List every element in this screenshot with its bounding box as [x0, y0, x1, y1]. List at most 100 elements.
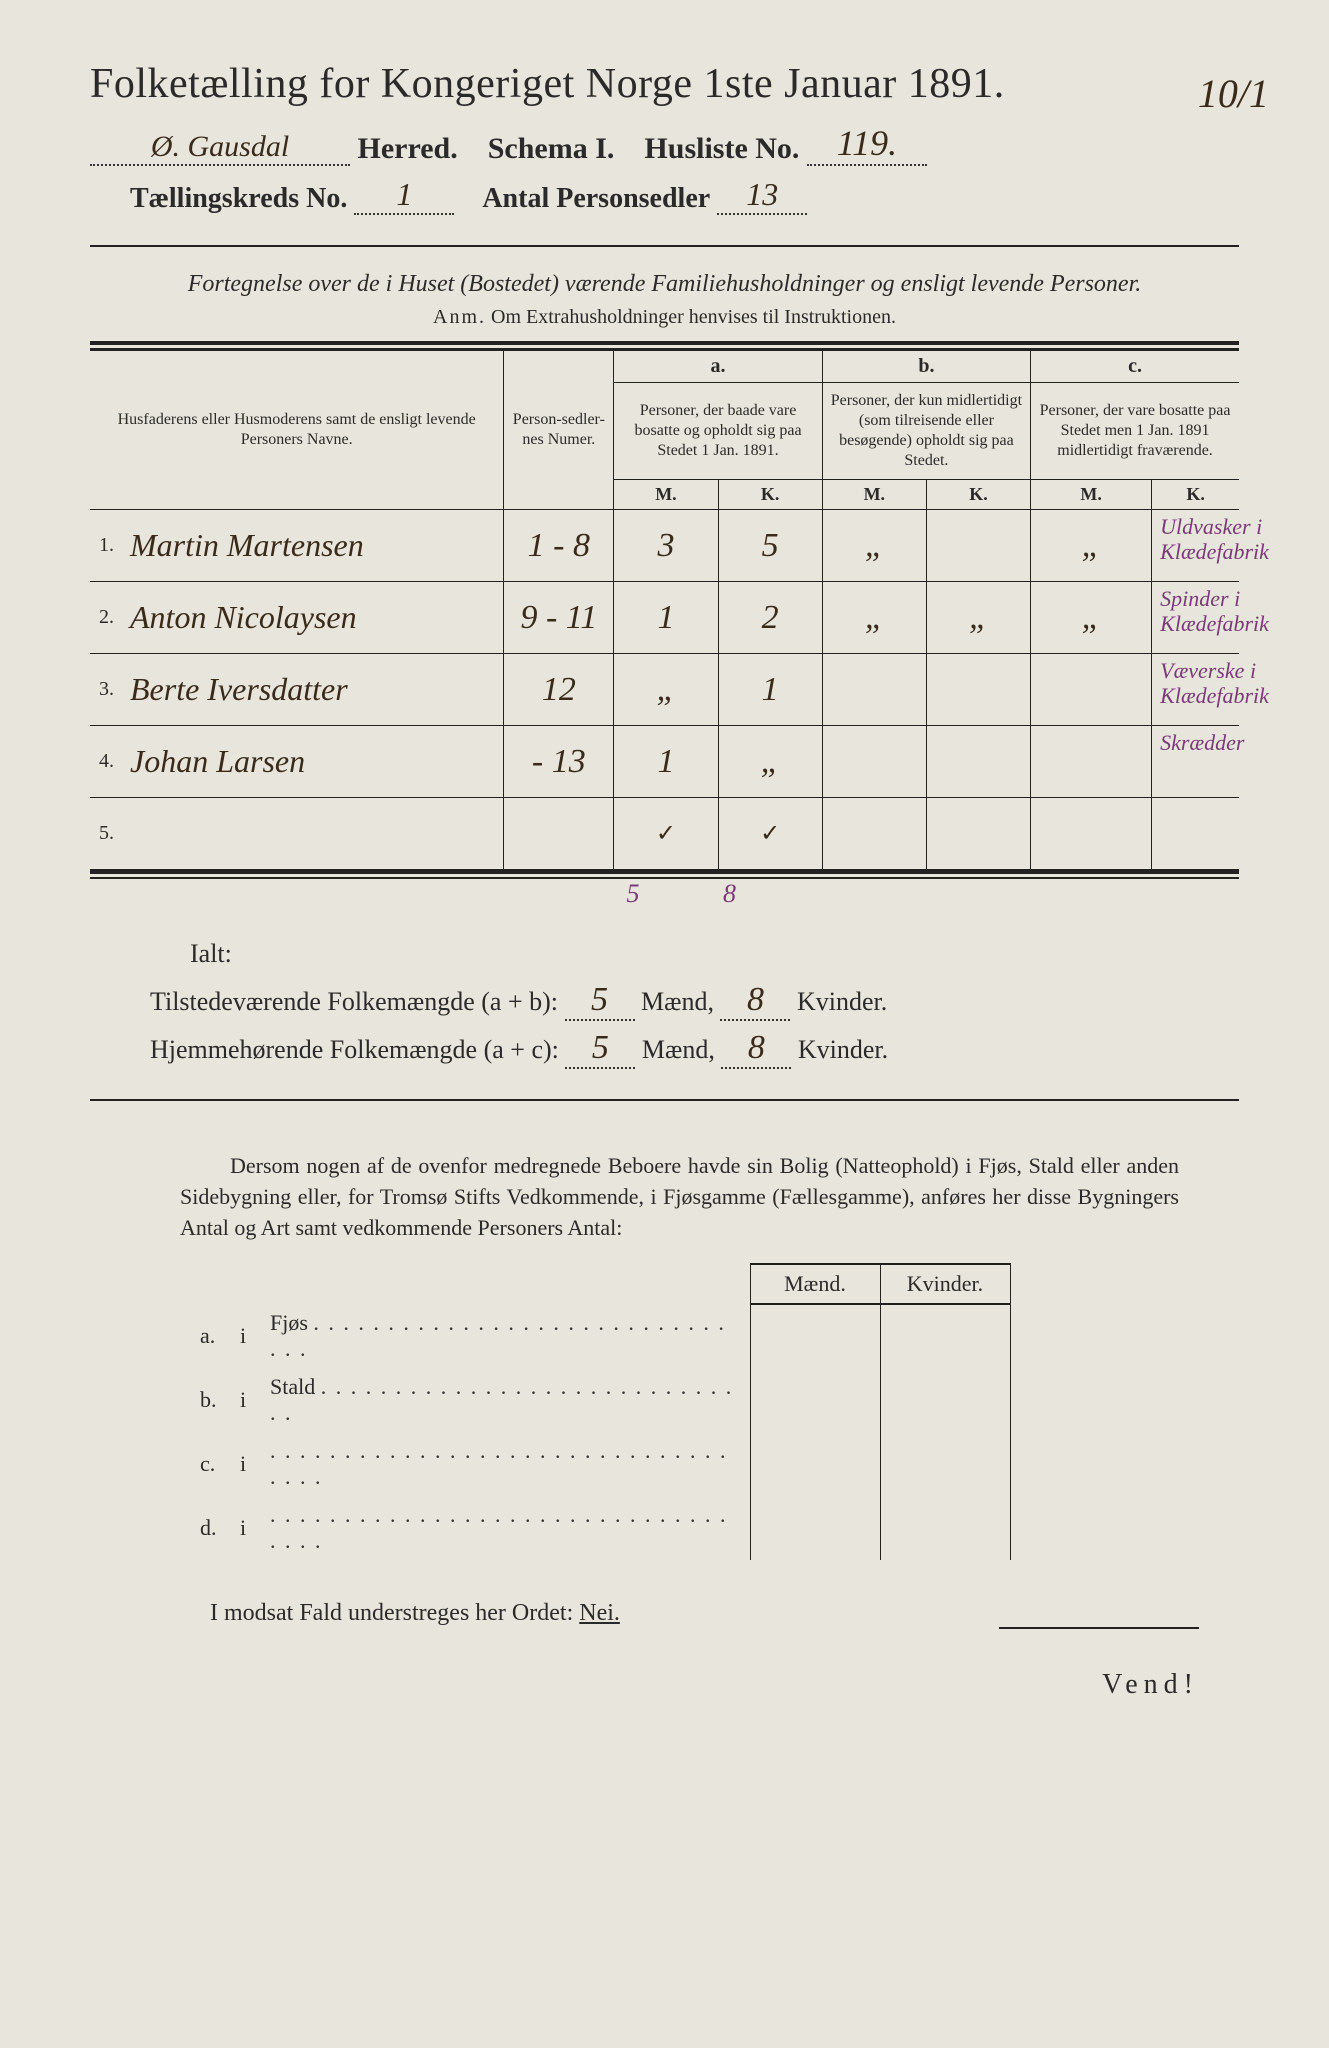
bldg-row: d.i . . . . . . . . . . . . . . . . . . …	[190, 1496, 1010, 1560]
row-num: 3.	[90, 654, 120, 726]
kreds-label: Tællingskreds No.	[130, 183, 347, 214]
vend-rule	[999, 1627, 1199, 1629]
row-num: 1.	[90, 510, 120, 582]
antal-value: 13	[717, 176, 807, 215]
anm-line: Anm. Om Extrahusholdninger henvises til …	[90, 306, 1239, 329]
sum1-label: Tilstedeværende Folkemængde (a + b):	[150, 987, 558, 1016]
subtitle: Fortegnelse over de i Huset (Bostedet) v…	[150, 271, 1179, 298]
row-b-m	[822, 726, 926, 798]
sum2-klab: Kvinder.	[798, 1035, 888, 1064]
row-name: Johan Larsen	[120, 726, 504, 798]
antal-label: Antal Personsedler	[482, 183, 710, 214]
row-a-m: 1	[614, 726, 718, 798]
schema-label: Schema I.	[488, 132, 615, 165]
sum1-klab: Kvinder.	[797, 987, 887, 1016]
sum-line-1: Tilstedeværende Folkemængde (a + b): 5 M…	[150, 981, 1239, 1021]
sum2-k: 8	[721, 1029, 791, 1069]
row-c-k: Væverske i Klædefabrik	[1152, 654, 1239, 726]
bldg-row-letter: d.	[190, 1496, 230, 1560]
row-a-m: 1	[614, 582, 718, 654]
bldg-row-i: i	[230, 1496, 260, 1560]
row-b-m: „	[822, 510, 926, 582]
row-c-k: Uldvasker i Klædefabrik	[1152, 510, 1239, 582]
col-a-label: a.	[614, 351, 822, 383]
col-a-m: M.	[614, 480, 718, 510]
row-name: Martin Martensen	[120, 510, 504, 582]
row-a-m: „	[614, 654, 718, 726]
building-table: Mænd. Kvinder. a.iFjøs . . . . . . . . .…	[190, 1263, 1011, 1560]
bldg-row-i: i	[230, 1432, 260, 1496]
row-b-k	[926, 726, 1030, 798]
sum-line-2: Hjemmehørende Folkemængde (a + c): 5 Mæn…	[150, 1029, 1239, 1069]
bldg-row-i: i	[230, 1368, 260, 1432]
row-c-m: „	[1031, 510, 1152, 582]
col-num-header: Person-sedler-nes Numer.	[504, 351, 614, 510]
husliste-label: Husliste No.	[644, 132, 799, 165]
herred-label: Herred.	[358, 132, 458, 165]
below-checkmark-sums: 5 8	[588, 879, 1239, 909]
bldg-row-m	[750, 1368, 880, 1432]
bldg-row-k	[880, 1368, 1010, 1432]
bldg-row: c.i . . . . . . . . . . . . . . . . . . …	[190, 1432, 1010, 1496]
row-b-m: „	[822, 582, 926, 654]
row-a-k: „	[718, 726, 822, 798]
col-a-k: K.	[718, 480, 822, 510]
col-a-desc: Personer, der baade vare bosatte og opho…	[614, 383, 822, 480]
row-sedler: 12	[504, 654, 614, 726]
row-a-k: 1	[718, 654, 822, 726]
row-name: Berte Iversdatter	[120, 654, 504, 726]
bldg-row-letter: a.	[190, 1304, 230, 1368]
bldg-row-type: Fjøs . . . . . . . . . . . . . . . . . .…	[260, 1304, 750, 1368]
row-c-k	[1152, 798, 1239, 870]
row-name: Anton Nicolaysen	[120, 582, 504, 654]
row-c-m	[1031, 654, 1152, 726]
row-sedler	[504, 798, 614, 870]
bldg-row-letter: b.	[190, 1368, 230, 1432]
row-b-k	[926, 654, 1030, 726]
row-c-m: „	[1031, 582, 1152, 654]
table-top-rule-1	[90, 341, 1239, 345]
header-line-2: Ø. Gausdal Herred. Schema I. Husliste No…	[90, 122, 1239, 166]
document-title: Folketælling for Kongeriget Norge 1ste J…	[90, 60, 1239, 108]
herred-value: Ø. Gausdal	[90, 130, 350, 166]
col-c-k: K.	[1152, 480, 1239, 510]
building-paragraph: Dersom nogen af de ovenfor medregnede Be…	[180, 1151, 1179, 1243]
row-c-k: Skrædder	[1152, 726, 1239, 798]
sum2-label: Hjemmehørende Folkemængde (a + c):	[150, 1035, 559, 1064]
row-name	[120, 798, 504, 870]
bldg-row-type: . . . . . . . . . . . . . . . . . . . . …	[260, 1432, 750, 1496]
bldg-row-m	[750, 1496, 880, 1560]
table-row: 4.Johan Larsen- 131„ Skrædder	[90, 726, 1239, 798]
row-b-k	[926, 798, 1030, 870]
bldg-row-m	[750, 1432, 880, 1496]
bldg-row-k	[880, 1304, 1010, 1368]
modsat-text: I modsat Fald understreges her Ordet:	[210, 1600, 573, 1626]
row-c-m	[1031, 798, 1152, 870]
row-a-k: ✓	[718, 798, 822, 870]
col-b-label: b.	[822, 351, 1030, 383]
row-num: 4.	[90, 726, 120, 798]
row-b-k	[926, 510, 1030, 582]
anm-prefix: Anm.	[433, 306, 486, 328]
bldg-row-letter: c.	[190, 1432, 230, 1496]
kreds-value: 1	[354, 176, 454, 215]
husliste-value: 119.	[807, 122, 927, 166]
sum2-m: 5	[565, 1029, 635, 1069]
row-b-k: „	[926, 582, 1030, 654]
bldg-row-type: . . . . . . . . . . . . . . . . . . . . …	[260, 1496, 750, 1560]
census-table: Husfaderens eller Husmoderens samt de en…	[90, 350, 1239, 870]
bldg-kvinder: Kvinder.	[880, 1264, 1010, 1304]
vend-label: Vend!	[90, 1669, 1199, 1701]
col-name-header: Husfaderens eller Husmoderens samt de en…	[90, 351, 504, 510]
nei-word: Nei.	[579, 1600, 620, 1626]
sum1-mlab: Mænd,	[641, 987, 714, 1016]
row-sedler: 9 - 11	[504, 582, 614, 654]
row-sedler: - 13	[504, 726, 614, 798]
bldg-maend: Mænd.	[750, 1264, 880, 1304]
row-c-k: Spinder i Klædefabrik	[1152, 582, 1239, 654]
ialt-label: Ialt:	[190, 939, 1239, 969]
bldg-row-m	[750, 1304, 880, 1368]
bldg-row-k	[880, 1432, 1010, 1496]
bldg-row: a.iFjøs . . . . . . . . . . . . . . . . …	[190, 1304, 1010, 1368]
header-line-3: Tællingskreds No. 1 Antal Personsedler 1…	[130, 176, 1239, 215]
